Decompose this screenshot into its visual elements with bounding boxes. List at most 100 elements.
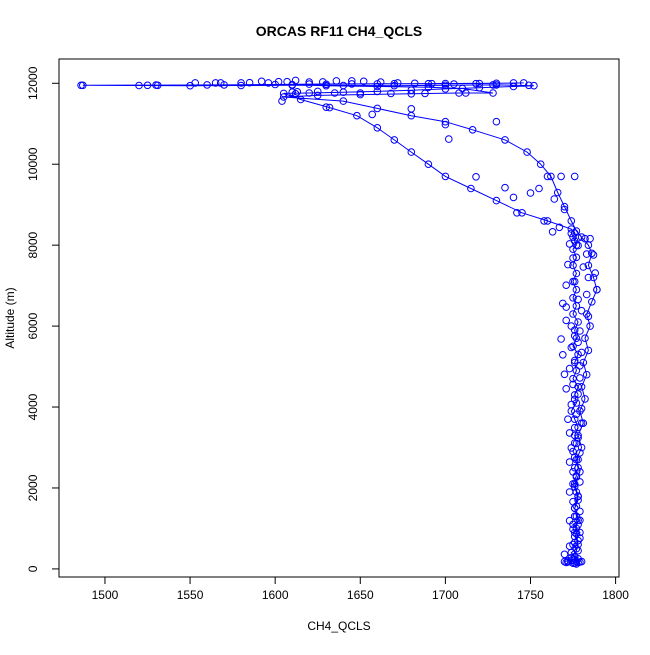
data-point [530, 81, 538, 90]
data-point [536, 160, 545, 168]
data-point [569, 294, 577, 302]
data-point [593, 285, 601, 294]
series-layer [77, 76, 601, 568]
data-point [570, 480, 579, 488]
data-point [489, 89, 497, 97]
data-point [501, 136, 509, 144]
data-point [535, 184, 543, 193]
data-point [565, 458, 574, 466]
y-axis: 0 2000 4000 6000 8000 10000 12000 [26, 66, 60, 572]
data-point [570, 483, 579, 491]
data-point [77, 81, 85, 90]
y-tick-label: 10000 [26, 147, 40, 181]
data-point [569, 540, 577, 549]
data-point [572, 334, 581, 343]
data-point [569, 233, 577, 241]
data-point [572, 410, 581, 419]
data-point [572, 399, 581, 407]
data-point [523, 148, 531, 156]
data-point [586, 234, 594, 243]
data-point [441, 79, 450, 88]
data-point [572, 455, 581, 464]
data-point [330, 89, 339, 97]
data-point [348, 80, 356, 88]
data-point [574, 241, 582, 250]
data-point [569, 380, 577, 389]
data-point [577, 306, 586, 315]
data-point [564, 260, 572, 269]
data-point [570, 172, 579, 181]
data-point [135, 81, 143, 90]
data-point [393, 79, 402, 87]
x-tick-label: 1700 [432, 588, 459, 602]
data-point [445, 135, 453, 143]
data-point [472, 173, 480, 181]
data-point [574, 558, 582, 567]
data-point [296, 95, 305, 104]
data-point [237, 79, 245, 87]
data-point [279, 93, 288, 101]
data-point [407, 148, 416, 156]
data-point [574, 338, 582, 347]
data-point [288, 88, 297, 96]
data-point [313, 91, 322, 100]
series-line [82, 82, 598, 563]
y-tick-label: 8000 [26, 231, 40, 258]
data-point [543, 217, 552, 225]
data-point [203, 81, 211, 89]
data-point [574, 295, 582, 304]
data-point [567, 444, 576, 452]
data-point [574, 390, 582, 398]
data-point [562, 316, 571, 325]
data-point [584, 312, 593, 321]
data-point [526, 189, 535, 197]
data-point [570, 463, 579, 472]
data-point [591, 269, 600, 277]
data-point [589, 273, 598, 282]
x-tick-label: 1550 [177, 588, 204, 602]
data-point [293, 88, 302, 96]
data-point [576, 449, 584, 457]
data-point [513, 209, 521, 217]
data-point [509, 193, 518, 202]
data-point [424, 160, 433, 168]
data-point [577, 404, 586, 413]
data-point [569, 254, 577, 262]
data-point [576, 534, 584, 542]
data-point [559, 351, 567, 359]
data-point [570, 391, 579, 399]
y-tick-label: 4000 [26, 393, 40, 420]
data-point [387, 89, 395, 98]
data-point [567, 217, 576, 225]
x-axis: 1500 1550 1600 1650 1700 1750 1800 [92, 576, 629, 602]
data-point [572, 285, 581, 294]
data-point [257, 77, 266, 86]
data-point [313, 87, 322, 96]
data-point [560, 202, 569, 211]
data-point [569, 468, 577, 476]
data-point [191, 79, 199, 87]
data-point [577, 419, 586, 428]
data-point [565, 429, 574, 437]
data-point [577, 443, 586, 452]
data-point [492, 196, 501, 205]
data-point [579, 263, 588, 271]
y-tick-label: 0 [26, 565, 40, 572]
data-point [525, 81, 533, 90]
data-point [582, 290, 591, 299]
x-axis-label: CH4_QCLS [307, 619, 370, 633]
data-point [557, 335, 565, 343]
data-point [570, 453, 579, 462]
data-point [472, 79, 480, 88]
data-point [572, 473, 581, 481]
data-point [319, 78, 327, 86]
data-point [279, 89, 288, 98]
data-point [562, 385, 571, 393]
y-tick-label: 2000 [26, 474, 40, 501]
data-point [509, 82, 518, 91]
data-point [569, 447, 577, 456]
data-point [565, 364, 574, 373]
data-point [283, 77, 291, 86]
data-point [560, 370, 569, 379]
data-point [581, 234, 589, 243]
